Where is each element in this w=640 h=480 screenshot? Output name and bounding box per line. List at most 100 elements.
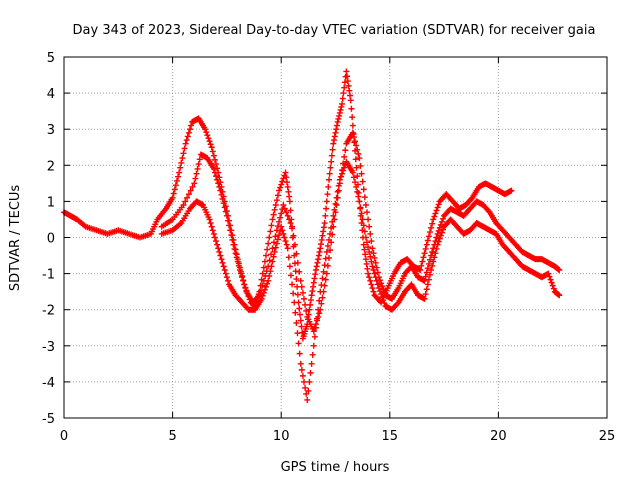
- data-point: [423, 269, 430, 276]
- data-point: [309, 288, 316, 295]
- data-point: [180, 150, 187, 157]
- data-point: [267, 268, 274, 275]
- data-point: [209, 148, 216, 155]
- data-point: [314, 259, 321, 266]
- data-point: [281, 234, 288, 241]
- data-point: [215, 245, 222, 252]
- data-point: [435, 201, 442, 208]
- data-point: [360, 241, 367, 248]
- data-point: [421, 250, 428, 257]
- data-point: [373, 277, 380, 284]
- data-point: [318, 236, 325, 243]
- data-point: [374, 269, 381, 276]
- data-point: [323, 205, 330, 212]
- data-point: [356, 198, 363, 205]
- data-point: [269, 216, 276, 223]
- data-point: [438, 218, 445, 225]
- data-point: [328, 158, 335, 165]
- data-point: [289, 223, 296, 230]
- data-point: [424, 237, 431, 244]
- data-point: [323, 198, 330, 205]
- data-point: [341, 153, 348, 160]
- data-point: [327, 230, 334, 237]
- y-tick-label: 1: [47, 195, 55, 210]
- data-point: [549, 282, 556, 289]
- data-point: [305, 387, 312, 394]
- data-point: [329, 218, 336, 225]
- data-point: [298, 323, 305, 330]
- data-point: [353, 164, 360, 171]
- data-point: [206, 138, 213, 145]
- data-point: [328, 224, 335, 231]
- data-point: [219, 195, 226, 202]
- data-point: [283, 174, 290, 181]
- data-point: [357, 204, 364, 211]
- data-point: [341, 84, 348, 91]
- data-point: [276, 232, 283, 239]
- data-point: [272, 202, 279, 209]
- data-point: [364, 265, 371, 272]
- data-point: [333, 202, 340, 209]
- data-point: [350, 134, 357, 141]
- data-point: [374, 281, 381, 288]
- data-point: [350, 174, 357, 181]
- data-point: [239, 274, 246, 281]
- data-point: [173, 177, 180, 184]
- data-point: [220, 200, 227, 207]
- data-point: [284, 245, 291, 252]
- data-point: [297, 317, 304, 324]
- data-point: [274, 236, 281, 243]
- data-point: [348, 105, 355, 112]
- data-point: [269, 258, 276, 265]
- data-point: [219, 259, 226, 266]
- data-point: [331, 133, 338, 140]
- data-point: [379, 294, 386, 301]
- data-point: [369, 285, 376, 292]
- data-point: [357, 162, 364, 169]
- data-point: [367, 230, 374, 237]
- data-point: [429, 262, 436, 269]
- data-point: [280, 230, 287, 237]
- data-point: [265, 240, 272, 247]
- data-point: [370, 266, 377, 273]
- data-point: [213, 173, 220, 180]
- data-point: [380, 297, 387, 304]
- data-point: [381, 289, 388, 296]
- data-point: [296, 305, 303, 312]
- data-point: [426, 229, 433, 236]
- x-tick-label: 5: [168, 429, 176, 444]
- data-point: [361, 194, 368, 201]
- data-point: [315, 256, 322, 263]
- data-point: [424, 281, 431, 288]
- data-point: [224, 277, 231, 284]
- data-point: [354, 146, 361, 153]
- data-point: [276, 187, 283, 194]
- data-point: [342, 147, 349, 154]
- data-point: [366, 274, 373, 281]
- data-point: [234, 258, 241, 265]
- y-tick-label: -3: [42, 340, 55, 355]
- data-point: [318, 241, 325, 248]
- data-point: [420, 254, 427, 261]
- data-point: [206, 216, 213, 223]
- data-point: [297, 311, 304, 318]
- axis-ticks: 0 5 10 15 20 25 -5 -4 -3 -2 -1 0 1 2 3 4 5: [42, 51, 615, 444]
- data-point: [209, 227, 216, 234]
- data-point: [217, 187, 224, 194]
- y-tick-label: 4: [47, 87, 55, 102]
- data-point: [440, 226, 447, 233]
- data-point: [271, 206, 278, 213]
- data-point: [319, 232, 326, 239]
- data-point: [418, 262, 425, 269]
- data-point: [362, 202, 369, 209]
- data-point: [334, 188, 341, 195]
- y-tick-label: -2: [42, 304, 55, 319]
- data-point: [353, 142, 360, 149]
- grid-lines: [64, 57, 607, 418]
- data-point: [339, 100, 346, 107]
- data-point: [313, 263, 320, 270]
- data-point: [292, 309, 299, 316]
- data-point: [294, 259, 301, 266]
- data-point: [355, 193, 362, 200]
